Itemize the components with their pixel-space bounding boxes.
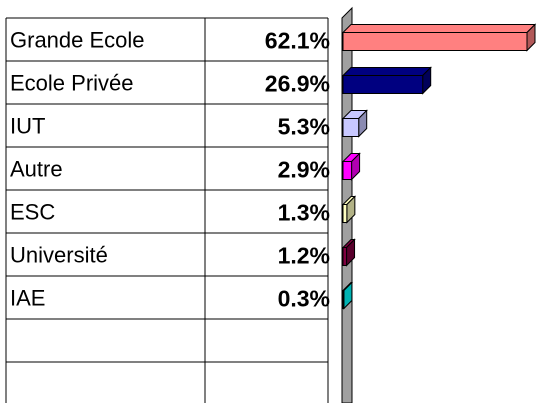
bar [342,247,348,266]
category-label: IUT [10,113,45,138]
bar-top [341,67,432,76]
value-label: 2.9% [278,157,330,183]
category-label: Université [10,242,108,267]
bar-side-shade [346,196,355,223]
category-label: ESC [10,199,55,224]
category-label: Grande Ecole [10,27,145,52]
bar-top [341,24,537,33]
value-label: 62.1% [265,28,330,54]
bar-side-shade [527,24,535,51]
bar [342,161,353,180]
category-label: Autre [10,156,63,181]
bar [342,75,424,94]
bar-side-shade [346,239,355,266]
bar-side-shade [351,153,360,180]
bar-side-shade [343,282,352,309]
bar [342,118,360,137]
value-label: 0.3% [278,286,330,312]
value-label: 1.3% [278,200,330,226]
bar-side-shade [358,110,367,137]
value-label: 1.2% [278,243,330,269]
bar [342,32,528,51]
value-label: 5.3% [278,114,330,140]
bar [342,204,348,223]
value-label: 26.9% [265,71,330,97]
bar [342,290,345,309]
category-label: IAE [10,285,45,310]
bar-side-shade [422,67,431,94]
table-lines [5,17,329,403]
category-label: Ecole Privée [10,70,134,95]
